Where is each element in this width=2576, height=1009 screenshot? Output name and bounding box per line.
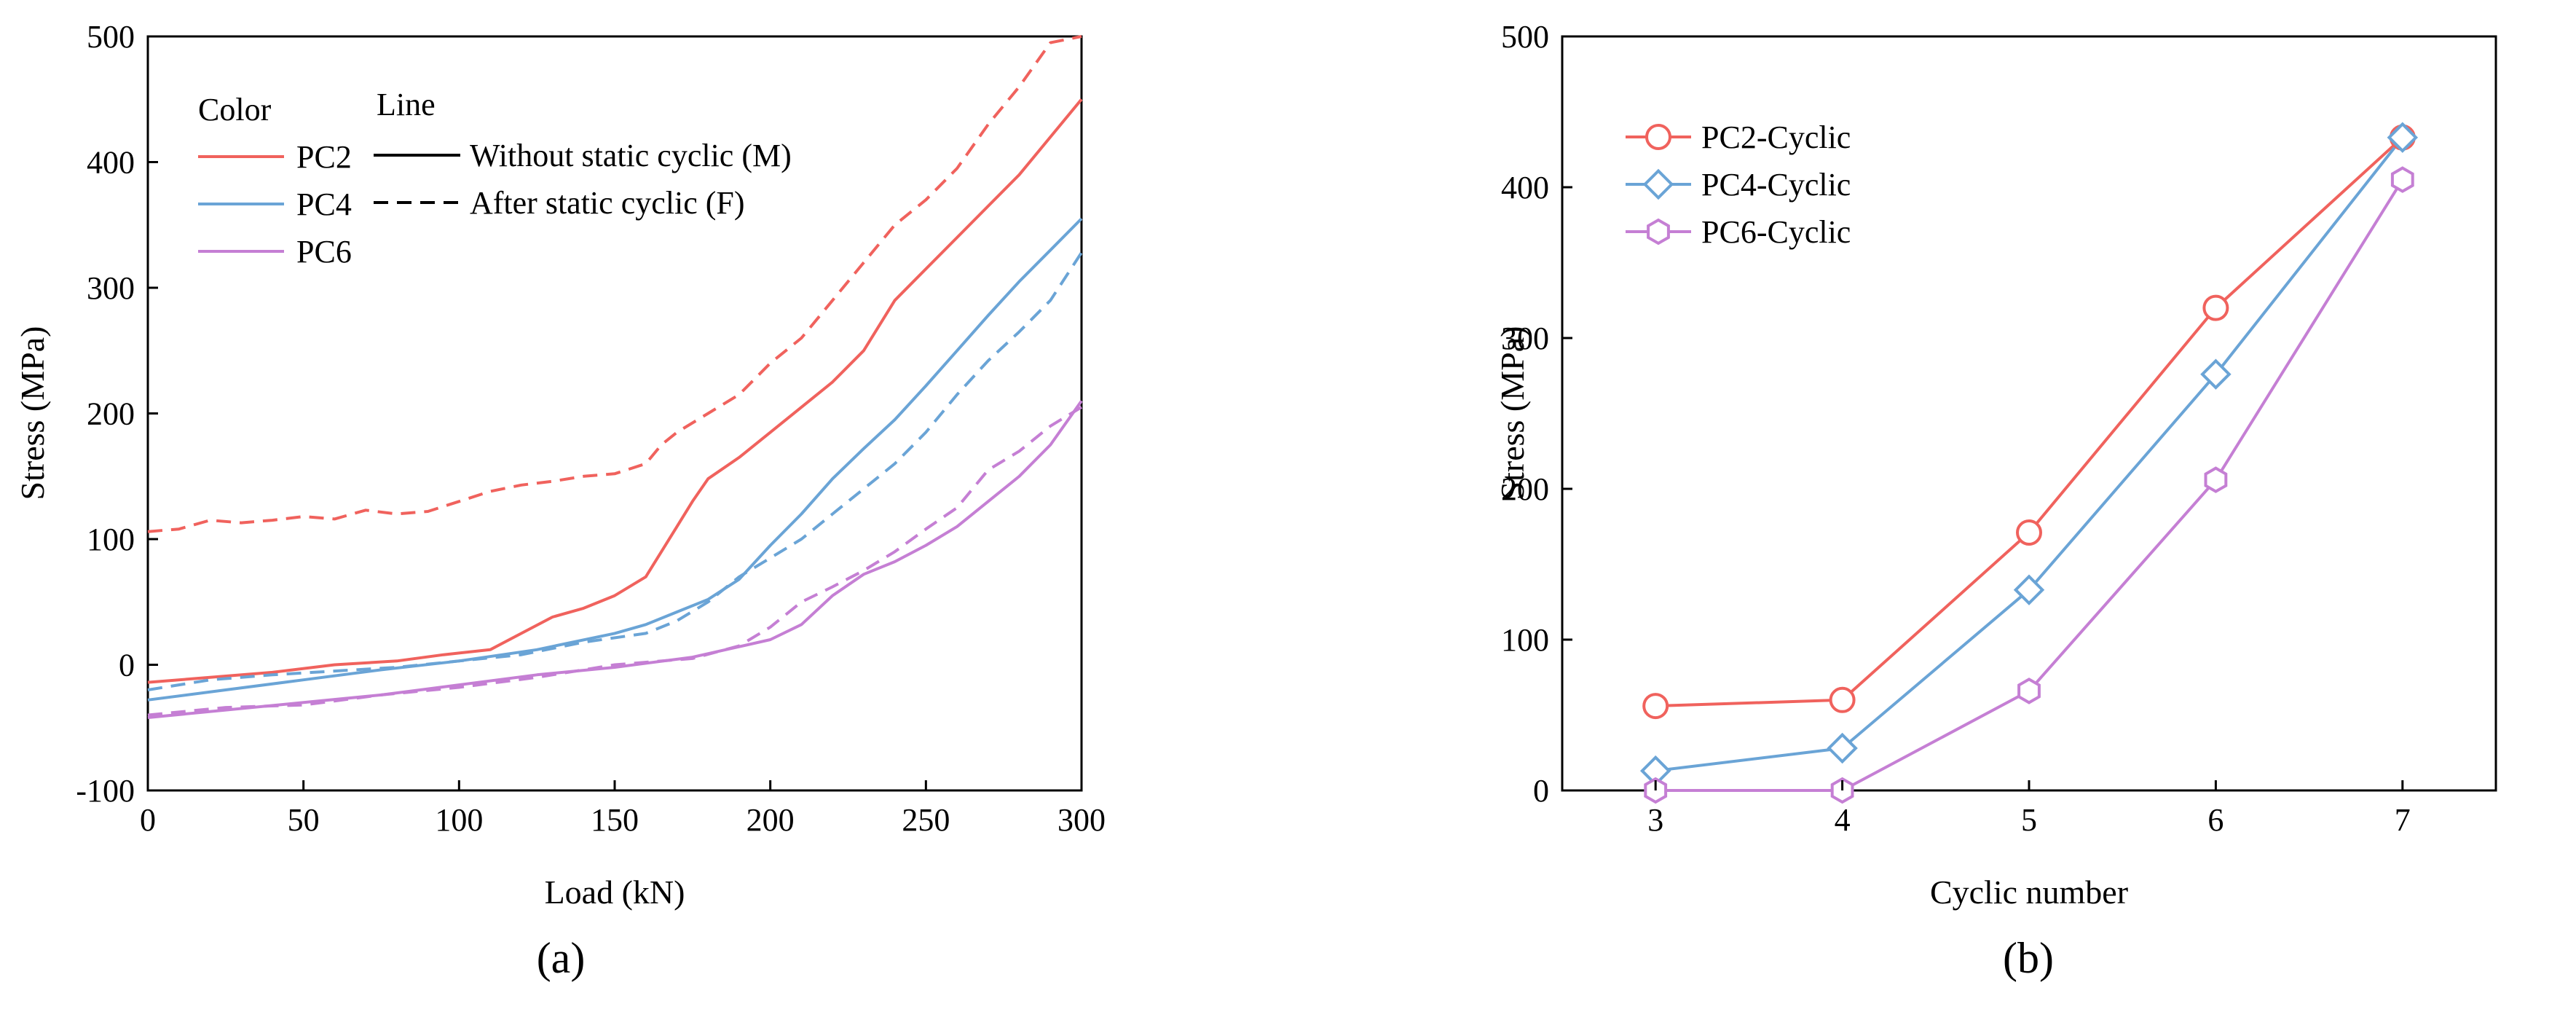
- panel-b-xtick-label: 5: [2021, 802, 2037, 838]
- panel-a-series-line-pc6-f: [148, 407, 1082, 715]
- panel-b-label: (b): [2003, 934, 2054, 982]
- panel-a-ytick-label: 300: [87, 270, 135, 306]
- legend-label-pc4-cyclic: PC4-Cyclic: [1701, 167, 1851, 203]
- panel-a-ytick-label: 0: [119, 648, 135, 683]
- panel-b-ylabel: Stress (MPa): [1494, 326, 1531, 500]
- panel-b-point-pc6-cyclic: [2392, 168, 2413, 192]
- legend-color-header: Color: [198, 92, 272, 127]
- panel-a-xtick-label: 300: [1057, 802, 1106, 838]
- legend-line-header: Line: [377, 87, 436, 122]
- panel-a-ytick-label: -100: [76, 773, 135, 809]
- legend-marker-pc2-cyclic: [1647, 125, 1670, 149]
- legend-label-pc6: PC6: [296, 234, 352, 270]
- panel-b-ytick-label: 100: [1501, 622, 1549, 658]
- legend-marker-pc6-cyclic: [1648, 220, 1669, 243]
- panel-b-point-pc2-cyclic: [2017, 521, 2041, 544]
- panel-b-xtick-label: 4: [1835, 802, 1851, 838]
- figure-canvas: 0 50 100 150 200 250 300-1000100200300400500 L…: [0, 0, 2576, 1009]
- panel-b-xtick-label: 6: [2207, 802, 2224, 838]
- panel-a-ytick-label: 200: [87, 396, 135, 432]
- legend-label-pc4: PC4: [296, 187, 352, 222]
- legend-label-solid: Without static cyclic (M): [470, 138, 792, 173]
- panel-b-legend: PC2-Cyclic PC4-Cyclic PC6-Cyclic: [1626, 119, 1851, 250]
- panel-a-series-line-pc2-f: [148, 36, 1082, 532]
- panel-a-ytick-label: 100: [87, 522, 135, 557]
- panel-b-xtick-label: 3: [1647, 802, 1663, 838]
- panel-a-label: (a): [537, 934, 586, 982]
- panel-b-ytick-label: 400: [1501, 170, 1549, 205]
- panel-a-xtick-label: 150: [591, 802, 639, 838]
- panel-a-series-line-pc4-f: [148, 253, 1082, 690]
- panel-b-point-pc6-cyclic: [2019, 679, 2039, 702]
- legend-marker-pc4-cyclic: [1645, 171, 1672, 198]
- legend-label-pc2: PC2: [296, 139, 352, 175]
- panel-a-xtick-label: 200: [747, 802, 795, 838]
- panel-a-ytick-label: 400: [87, 145, 135, 181]
- legend-label-pc6-cyclic: PC6-Cyclic: [1701, 214, 1851, 250]
- panel-a-ytick-label: 500: [87, 19, 135, 55]
- panel-b-ytick-label: 0: [1533, 773, 1549, 809]
- panel-a-ylabel: Stress (MPa): [14, 326, 51, 500]
- panel-a-xtick-label: 100: [435, 802, 483, 838]
- panel-a-xtick-label: 0: [140, 802, 156, 838]
- panel-a-xtick-label: 250: [902, 802, 950, 838]
- legend-label-pc2-cyclic: PC2-Cyclic: [1701, 119, 1851, 155]
- panel-b-point-pc2-cyclic: [2204, 297, 2227, 320]
- panel-b-ytick-label: 500: [1501, 19, 1549, 55]
- panel-b-xlabel: Cyclic number: [1930, 873, 2128, 911]
- panel-b-point-pc2-cyclic: [1831, 688, 1854, 712]
- panel-b-point-pc2-cyclic: [1644, 694, 1667, 718]
- panel-a-series-line-pc4-m: [148, 219, 1082, 700]
- panel-a-legend: Color Line PC2 PC4 PC6 Without static cy…: [198, 87, 792, 270]
- panel-b-point-pc6-cyclic: [2206, 468, 2226, 492]
- panel-a-xlabel: Load (kN): [545, 873, 685, 911]
- panel-a-xtick-label: 50: [288, 802, 320, 838]
- legend-label-dashed: After static cyclic (F): [470, 185, 745, 221]
- panel-b-xtick-label: 7: [2395, 802, 2411, 838]
